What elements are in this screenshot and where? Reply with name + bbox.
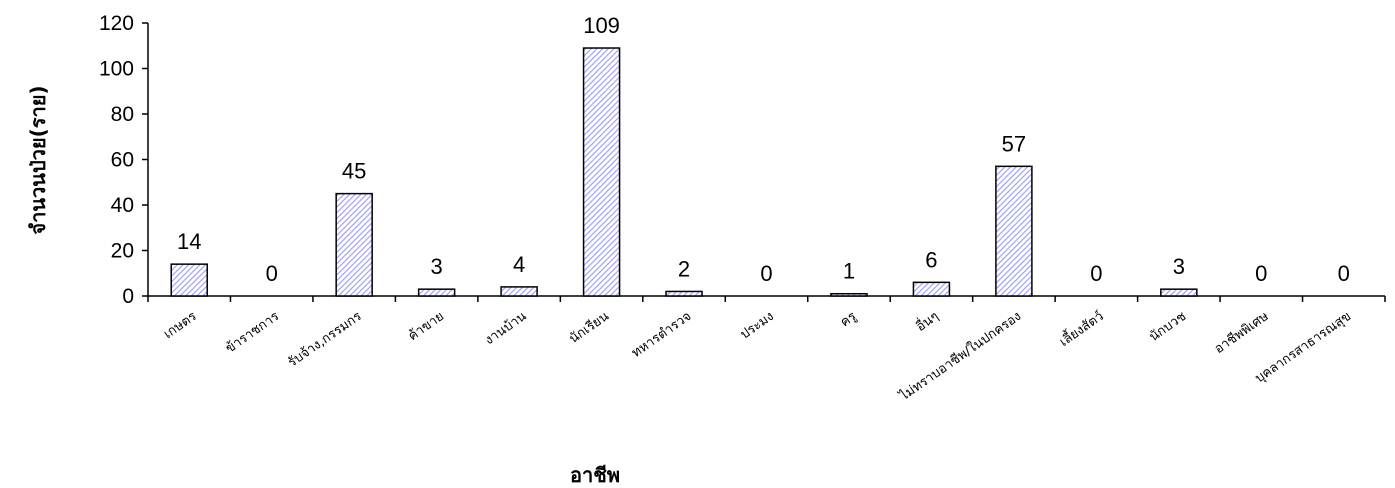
y-tick-label: 20 — [111, 240, 134, 263]
category-label: รับจ้าง,กรรมกร — [285, 309, 364, 371]
bar — [170, 263, 208, 297]
data-labels: 14 0 45 3 4 109 2 0 1 6 57 0 3 0 0 — [177, 13, 1350, 286]
category-label: นักบวช — [1147, 309, 1189, 345]
y-tick-label: 80 — [111, 103, 134, 126]
x-axis — [147, 295, 1386, 302]
category-label: ข้าราชการ — [223, 309, 282, 357]
data-label: 3 — [431, 254, 443, 279]
category-label: เกษตร — [161, 309, 199, 342]
data-label: 6 — [925, 247, 937, 272]
y-axis-title: จำนวนป่วย(ราย) — [26, 85, 50, 234]
x-axis-title: อาชีพ — [570, 463, 620, 487]
data-label: 0 — [1338, 261, 1350, 286]
y-axis: 0 20 40 60 80 100 120 — [99, 12, 149, 308]
data-label: 4 — [513, 252, 525, 277]
y-tick-label: 0 — [122, 285, 134, 308]
data-label: 0 — [1090, 261, 1102, 286]
bar — [417, 288, 456, 297]
bar — [912, 281, 951, 297]
y-tick-label: 40 — [111, 194, 134, 217]
data-label: 0 — [1255, 261, 1267, 286]
y-tick-label: 60 — [111, 149, 134, 172]
bar — [830, 292, 868, 297]
category-labels: เกษตร ข้าราชการ รับจ้าง,กรรมกร ค้าขาย งานบ้า… — [161, 307, 1354, 405]
bar — [582, 47, 621, 297]
data-label: 1 — [843, 259, 855, 284]
data-label: 109 — [583, 13, 620, 38]
bar — [995, 165, 1033, 297]
bar — [335, 192, 373, 297]
category-label: ทหารตำรวจ — [629, 309, 694, 361]
category-label: อาชีพพิเศษ — [1211, 308, 1272, 357]
data-label: 57 — [1002, 131, 1026, 156]
category-label: อื่นๆ — [912, 307, 941, 335]
category-label: ประมง — [738, 309, 777, 343]
data-label: 0 — [760, 261, 772, 286]
category-label: ค้าขาย — [406, 309, 447, 344]
bar — [500, 286, 538, 297]
bar — [665, 290, 703, 297]
data-label: 14 — [177, 229, 201, 254]
y-tick-label: 120 — [99, 12, 134, 35]
y-tick-label: 100 — [99, 58, 134, 81]
data-label: 3 — [1173, 254, 1185, 279]
bars — [170, 47, 1198, 297]
category-label: นักเรียน — [566, 308, 612, 347]
bar — [1160, 288, 1198, 297]
data-label: 0 — [266, 261, 278, 286]
category-label: ครู — [838, 309, 859, 330]
data-label: 45 — [342, 159, 366, 184]
data-label: 2 — [678, 256, 690, 281]
category-label: เลี้ยงสัตว์ — [1055, 307, 1106, 350]
category-label: งานบ้าน — [482, 309, 529, 348]
